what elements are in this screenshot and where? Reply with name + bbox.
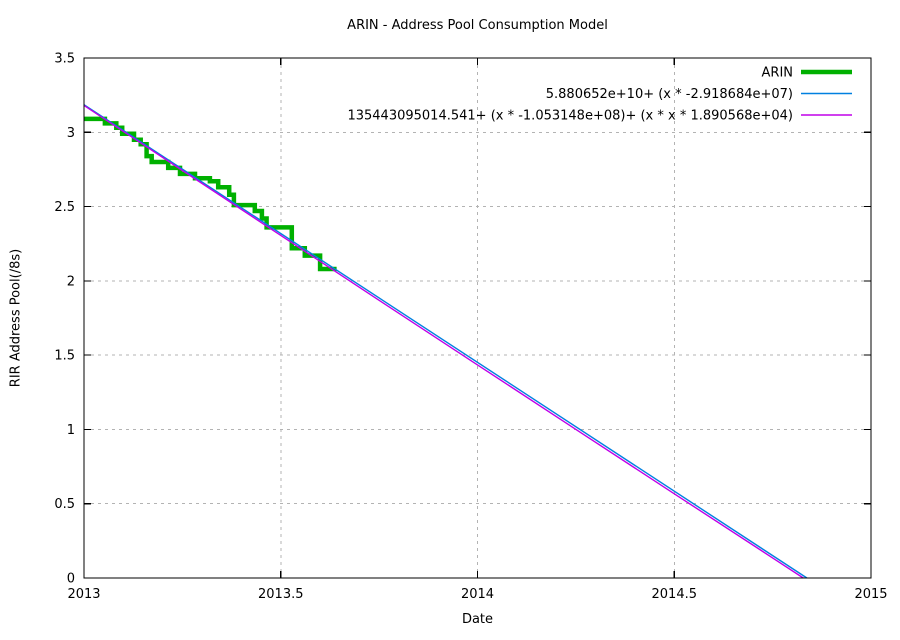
legend-label-linear-fit: 5.880652e+10+ (x * -2.918684e+07) [546, 87, 793, 102]
y-tick-label: 0.5 [54, 497, 75, 512]
y-tick-label: 3 [67, 126, 75, 141]
legend-label-arin: ARIN [762, 66, 793, 81]
x-tick-label: 2013.5 [258, 587, 304, 602]
y-tick-label: 2 [67, 274, 75, 289]
series-quadratic-fit [83, 104, 804, 579]
x-axis-label: Date [461, 612, 494, 627]
x-tick-label: 2014.5 [652, 587, 698, 602]
x-tick-label: 2013 [67, 587, 100, 602]
chart-title: ARIN - Address Pool Consumption Model [347, 18, 608, 33]
legend-label-quadratic-fit: 135443095014.541+ (x * -1.053148e+08)+ (… [347, 109, 793, 124]
y-tick-label: 3.5 [54, 52, 75, 67]
y-tick-label: 1 [67, 423, 75, 438]
y-tick-label: 1.5 [54, 349, 75, 364]
x-tick-label: 2014 [461, 587, 494, 602]
series-linear-fit [83, 104, 808, 579]
y-tick-label: 0 [67, 572, 75, 587]
y-tick-label: 2.5 [54, 200, 75, 215]
x-tick-label: 2015 [854, 587, 887, 602]
